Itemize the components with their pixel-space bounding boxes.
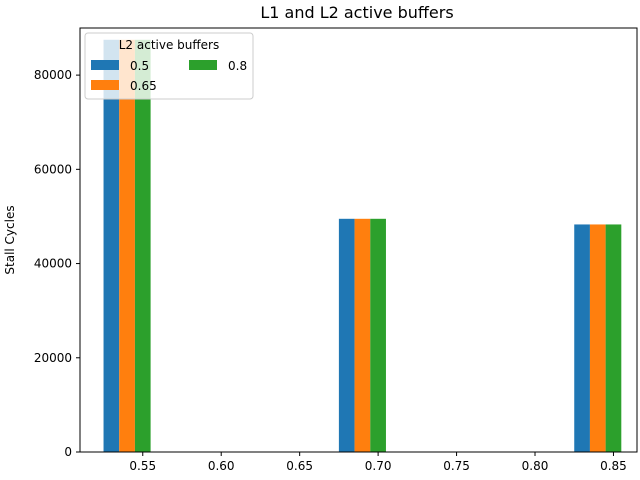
- bar: [605, 224, 622, 452]
- bar: [119, 39, 135, 453]
- x-tick-label: 0.60: [208, 459, 235, 473]
- legend-swatch: [91, 80, 119, 90]
- legend-swatch: [189, 60, 217, 70]
- x-tick-label: 0.85: [600, 459, 627, 473]
- bar: [574, 224, 590, 452]
- plot-frame: [79, 27, 638, 453]
- bars-layer: [103, 39, 622, 453]
- y-tick-label: 60000: [34, 162, 72, 176]
- bar: [354, 218, 371, 452]
- legend-box: [84, 32, 254, 100]
- legend-label: 0.5: [130, 59, 149, 73]
- y-tick-label: 0: [64, 445, 72, 459]
- legend-swatch: [91, 60, 119, 70]
- y-axis-label: Stall Cycles: [3, 205, 17, 274]
- y-tick-label: 40000: [34, 257, 72, 271]
- y-tick-label: 20000: [34, 351, 72, 365]
- legend: L2 active buffers 0.5 0.65 0.8: [84, 32, 254, 100]
- x-tick-label: 0.80: [522, 459, 549, 473]
- bar: [103, 39, 120, 453]
- chart-title: L1 and L2 active buffers: [260, 3, 453, 22]
- x-tick-label: 0.75: [443, 459, 470, 473]
- axes-layer: 0.55 0.60 0.65 0.70 0.75 0.80 0.85 0 20000 40000 6…: [34, 27, 638, 473]
- legend-label: 0.8: [228, 59, 247, 73]
- bar: [370, 218, 386, 452]
- bar: [338, 218, 355, 452]
- legend-title: L2 active buffers: [119, 38, 219, 52]
- legend-label: 0.65: [130, 79, 157, 93]
- bar: [134, 39, 151, 453]
- x-tick-label: 0.65: [286, 459, 313, 473]
- y-tick-label: 80000: [34, 68, 72, 82]
- x-tick-label: 0.55: [129, 459, 156, 473]
- x-tick-label: 0.70: [365, 459, 392, 473]
- bar: [589, 224, 606, 452]
